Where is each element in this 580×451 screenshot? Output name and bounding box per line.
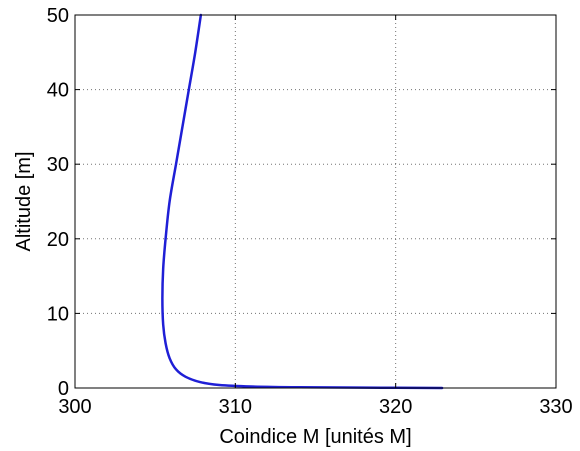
ticks: 300 310 320 330 0 10 20 30 40 50 xyxy=(47,5,573,418)
grid xyxy=(75,15,556,388)
plot-background xyxy=(75,15,556,388)
x-tick-label-0: 300 xyxy=(58,396,91,418)
y-tick-label-1: 10 xyxy=(47,303,69,325)
y-tick-label-3: 30 xyxy=(47,154,69,176)
x-tick-label-3: 330 xyxy=(539,396,572,418)
x-axis-title: Coindice M [unités M] xyxy=(219,426,411,448)
y-tick-label-0: 0 xyxy=(58,378,69,400)
y-tick-label-2: 20 xyxy=(47,229,69,251)
series-line-0 xyxy=(161,13,444,390)
x-tick-label-1: 310 xyxy=(219,396,252,418)
plot-frame xyxy=(74,14,557,389)
x-tick-label-2: 320 xyxy=(379,396,412,418)
y-tick-label-4: 40 xyxy=(47,80,69,102)
y-axis-title: Altitude [m] xyxy=(13,151,35,251)
series-layer xyxy=(161,13,444,390)
y-tick-label-5: 50 xyxy=(47,5,69,27)
